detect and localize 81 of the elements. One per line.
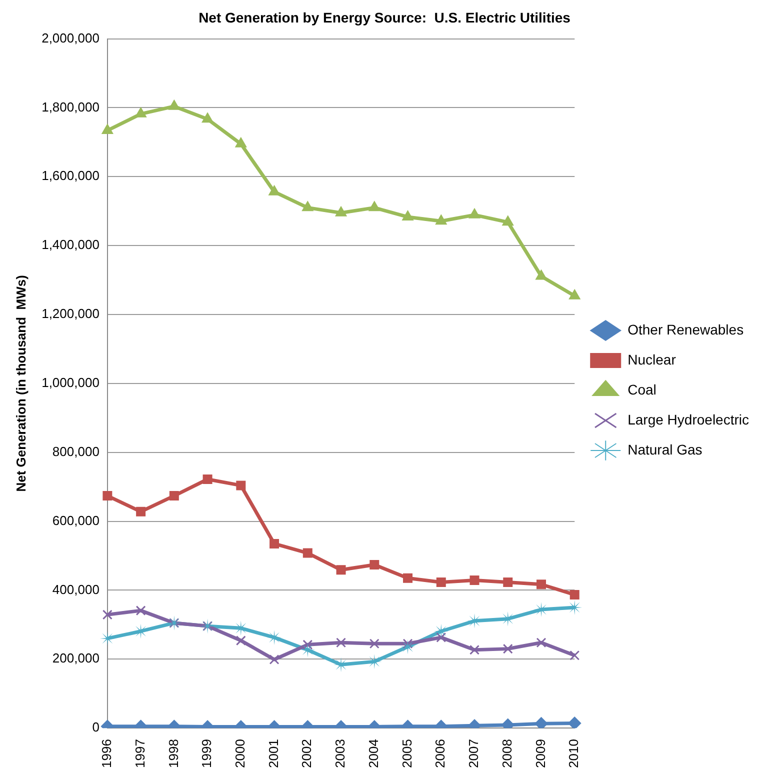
point xyxy=(435,214,447,225)
point xyxy=(236,636,246,646)
x-tick-label: 2005 xyxy=(399,739,414,768)
point xyxy=(335,206,347,216)
x-tick-label: 2006 xyxy=(432,739,448,768)
point xyxy=(536,270,547,280)
point xyxy=(202,474,212,484)
point xyxy=(436,632,446,642)
point xyxy=(102,124,114,134)
x-tick-label: 2007 xyxy=(466,739,482,768)
x-tick-label: 2010 xyxy=(566,739,582,768)
legend-label: Large Hydroelectric xyxy=(628,411,750,428)
point xyxy=(136,506,146,516)
point xyxy=(568,716,582,728)
y-tick-label: 400,000 xyxy=(52,582,100,597)
point xyxy=(470,644,480,655)
legend-label: Natural Gas xyxy=(628,441,702,458)
legend-label: Nuclear xyxy=(628,351,676,368)
point xyxy=(102,610,112,620)
x-tick-label: 2008 xyxy=(499,739,514,768)
point xyxy=(236,480,246,490)
x-tick-label: 1998 xyxy=(166,739,181,768)
point xyxy=(368,201,380,212)
y-tick-label: 1,400,000 xyxy=(42,237,100,252)
legend-label: Other Renewables xyxy=(628,321,744,338)
point xyxy=(503,578,513,588)
x-tick-label: 2003 xyxy=(332,739,348,768)
x-tick-label: 2009 xyxy=(532,739,548,768)
point xyxy=(436,578,446,588)
y-tick-label: 0 xyxy=(92,720,100,735)
x-tick-label: 1999 xyxy=(199,739,214,768)
x-tick-label: 1997 xyxy=(132,739,148,768)
point xyxy=(570,650,580,660)
x-tick-label: 1996 xyxy=(99,739,114,768)
x-tick-label: 2004 xyxy=(366,739,381,768)
point xyxy=(502,644,513,654)
y-tick-label: 800,000 xyxy=(52,444,100,459)
point xyxy=(168,100,180,110)
point xyxy=(568,289,580,300)
point xyxy=(400,639,416,654)
point xyxy=(536,580,546,590)
point xyxy=(268,185,280,196)
point xyxy=(266,630,282,645)
point xyxy=(468,208,480,218)
point xyxy=(434,624,449,639)
y-tick-label: 600,000 xyxy=(52,512,100,528)
x-tick-label: 2000 xyxy=(232,739,248,768)
point xyxy=(336,638,346,648)
y-tick-label: 200,000 xyxy=(52,650,100,666)
chart-title: Net Generation by Energy Source: U.S. Electric Utilities xyxy=(198,9,571,26)
point xyxy=(370,560,380,570)
legend-label: Coal xyxy=(628,381,656,398)
x-tick-label: 2002 xyxy=(299,739,314,768)
y-axis-title: Net Generation (in thousand MWs) xyxy=(13,275,28,492)
point xyxy=(100,630,115,646)
point xyxy=(135,107,146,118)
y-tick-label: 1,800,000 xyxy=(42,99,100,114)
point xyxy=(302,201,314,212)
point xyxy=(102,491,112,501)
point xyxy=(536,638,546,648)
point xyxy=(302,548,312,558)
point xyxy=(202,112,214,123)
point xyxy=(470,575,480,585)
y-tick-label: 1,000,000 xyxy=(42,375,100,390)
point xyxy=(136,606,146,616)
point xyxy=(269,654,280,664)
y-tick-label: 1,600,000 xyxy=(42,168,100,184)
point xyxy=(169,491,179,501)
point xyxy=(570,590,580,600)
point xyxy=(403,573,413,583)
point xyxy=(235,137,247,148)
x-tick-label: 2001 xyxy=(266,739,281,768)
y-tick-label: 2,000,000 xyxy=(42,30,100,46)
point xyxy=(300,642,316,658)
point xyxy=(270,538,280,548)
point xyxy=(336,565,346,575)
y-tick-label: 1,200,000 xyxy=(42,306,100,322)
point xyxy=(369,638,380,649)
point xyxy=(502,216,514,226)
point xyxy=(402,210,414,220)
point xyxy=(534,717,548,728)
